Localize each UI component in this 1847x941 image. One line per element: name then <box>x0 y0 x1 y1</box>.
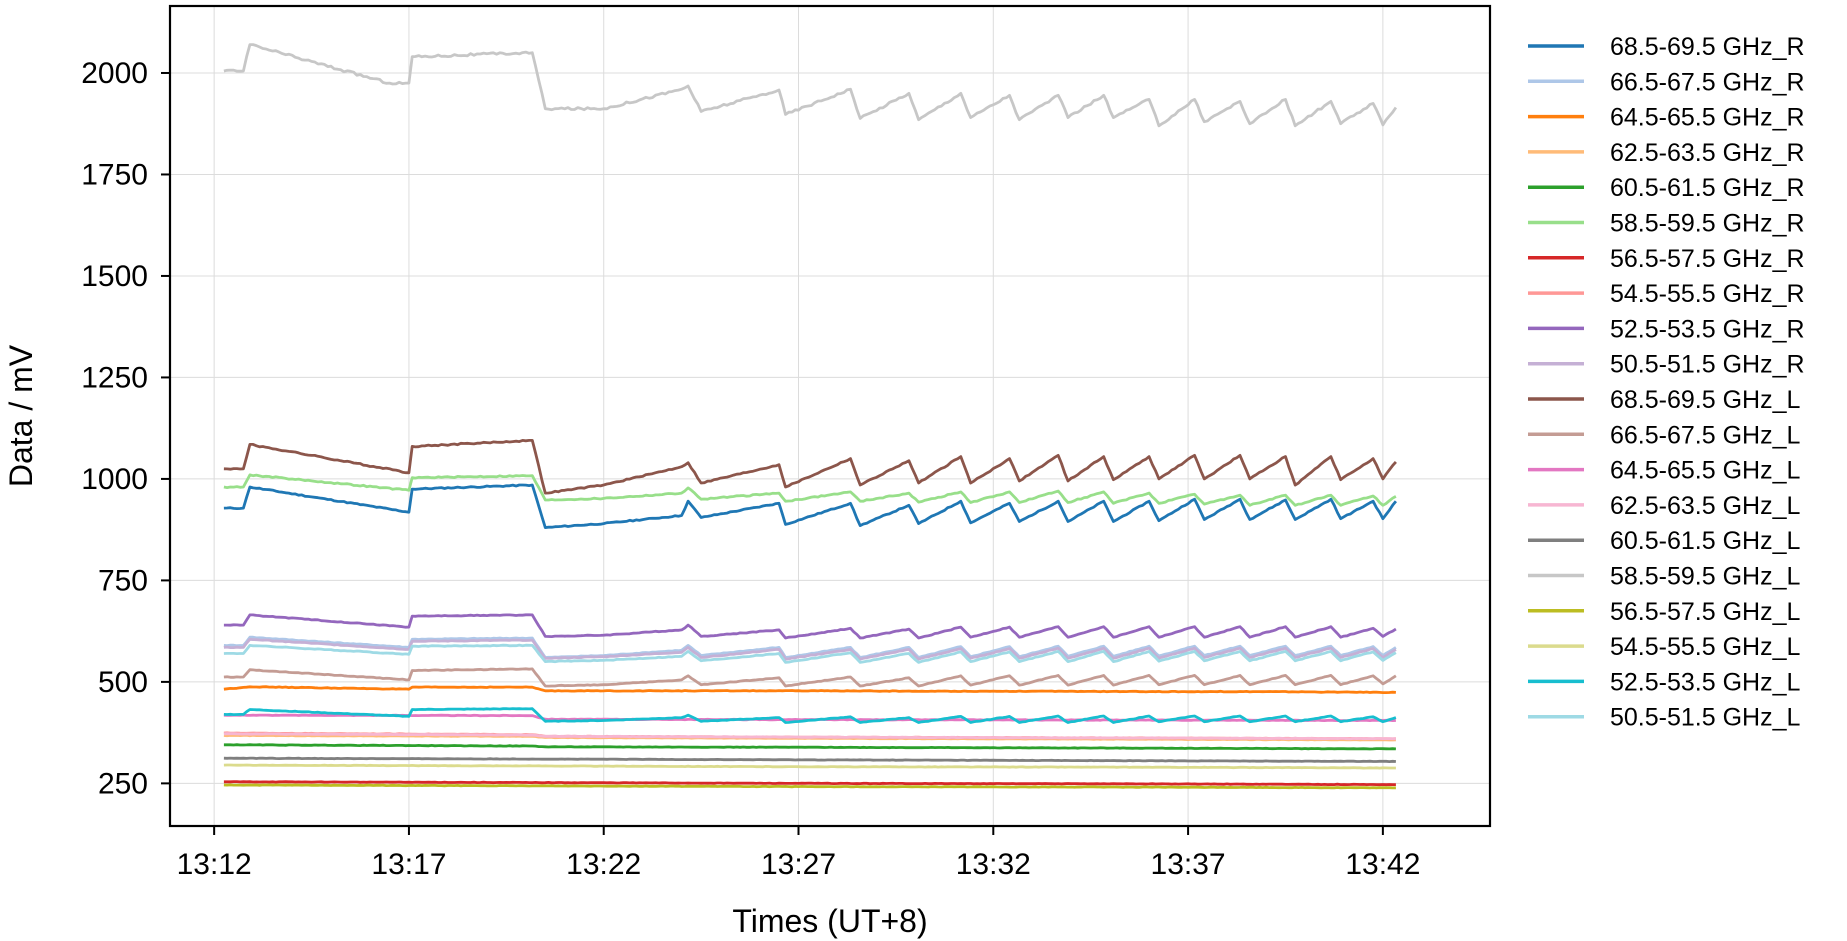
x-tick-label: 13:12 <box>177 848 252 881</box>
legend-label: 62.5-63.5 GHz_R <box>1610 139 1805 167</box>
series-line <box>223 483 1397 529</box>
series-line <box>223 756 1396 763</box>
legend-label: 60.5-61.5 GHz_R <box>1610 174 1805 202</box>
y-tick-label: 1500 <box>81 260 148 293</box>
y-tick-label: 500 <box>98 666 148 699</box>
series-line <box>223 613 1397 640</box>
legend-label: 64.5-65.5 GHz_R <box>1610 104 1805 132</box>
series-line <box>223 763 1396 770</box>
legend-label: 68.5-69.5 GHz_L <box>1610 386 1800 414</box>
legend: 68.5-69.5 GHz_R 66.5-67.5 GHz_R 64.5-65.5 … <box>1528 33 1805 732</box>
x-tick-label: 13:37 <box>1151 848 1226 881</box>
legend-label: 58.5-59.5 GHz_R <box>1610 210 1805 238</box>
x-axis-label: Times (UT+8) <box>732 903 927 939</box>
legend-label: 68.5-69.5 GHz_R <box>1610 33 1805 61</box>
series-lines <box>223 43 1398 790</box>
plot-frame <box>168 4 1492 828</box>
series-line <box>223 439 1397 495</box>
x-tick-label: 13:27 <box>761 848 836 881</box>
grid-lines <box>170 6 1490 826</box>
x-axis-ticks: 13:12 13:17 13:22 13:27 13:32 13:37 13:42 <box>177 826 1420 881</box>
y-tick-label: 1000 <box>81 463 148 496</box>
legend-label: 50.5-51.5 GHz_R <box>1610 351 1805 379</box>
y-tick-label: 250 <box>98 767 148 800</box>
y-tick-label: 2000 <box>81 57 148 90</box>
y-tick-label: 750 <box>98 564 148 597</box>
y-tick-label: 1250 <box>81 361 148 394</box>
series-line <box>223 783 1396 790</box>
x-tick-label: 13:17 <box>371 848 446 881</box>
series-line <box>223 685 1396 694</box>
y-axis-ticks: 250 500 750 1000 1250 1500 1750 2000 <box>81 57 170 800</box>
series-line <box>223 732 1396 741</box>
series-line <box>223 743 1396 751</box>
legend-label: 56.5-57.5 GHz_R <box>1610 245 1805 273</box>
legend-label: 66.5-67.5 GHz_L <box>1610 421 1800 449</box>
legend-label: 54.5-55.5 GHz_R <box>1610 280 1805 308</box>
legend-label: 54.5-55.5 GHz_L <box>1610 633 1800 661</box>
legend-label: 52.5-53.5 GHz_L <box>1610 668 1800 696</box>
legend-label: 50.5-51.5 GHz_L <box>1610 704 1800 732</box>
x-tick-label: 13:32 <box>956 848 1031 881</box>
legend-label: 56.5-57.5 GHz_L <box>1610 598 1800 626</box>
series-line <box>223 667 1397 688</box>
series-line <box>223 43 1398 128</box>
y-axis-label: Data / mV <box>3 344 39 487</box>
x-tick-label: 13:22 <box>566 848 641 881</box>
series-line <box>223 707 1397 724</box>
y-tick-label: 1750 <box>81 158 148 191</box>
legend-label: 60.5-61.5 GHz_L <box>1610 527 1800 555</box>
legend-label: 66.5-67.5 GHz_R <box>1610 68 1805 96</box>
series-line <box>223 643 1397 664</box>
series-line <box>223 473 1397 507</box>
series-line <box>223 635 1397 659</box>
legend-label: 58.5-59.5 GHz_L <box>1610 563 1800 591</box>
legend-label: 52.5-53.5 GHz_R <box>1610 315 1805 343</box>
series-line <box>223 637 1397 661</box>
x-tick-label: 13:42 <box>1345 848 1420 881</box>
series-line <box>223 780 1396 787</box>
legend-label: 64.5-65.5 GHz_L <box>1610 457 1800 485</box>
legend-label: 62.5-63.5 GHz_L <box>1610 492 1800 520</box>
